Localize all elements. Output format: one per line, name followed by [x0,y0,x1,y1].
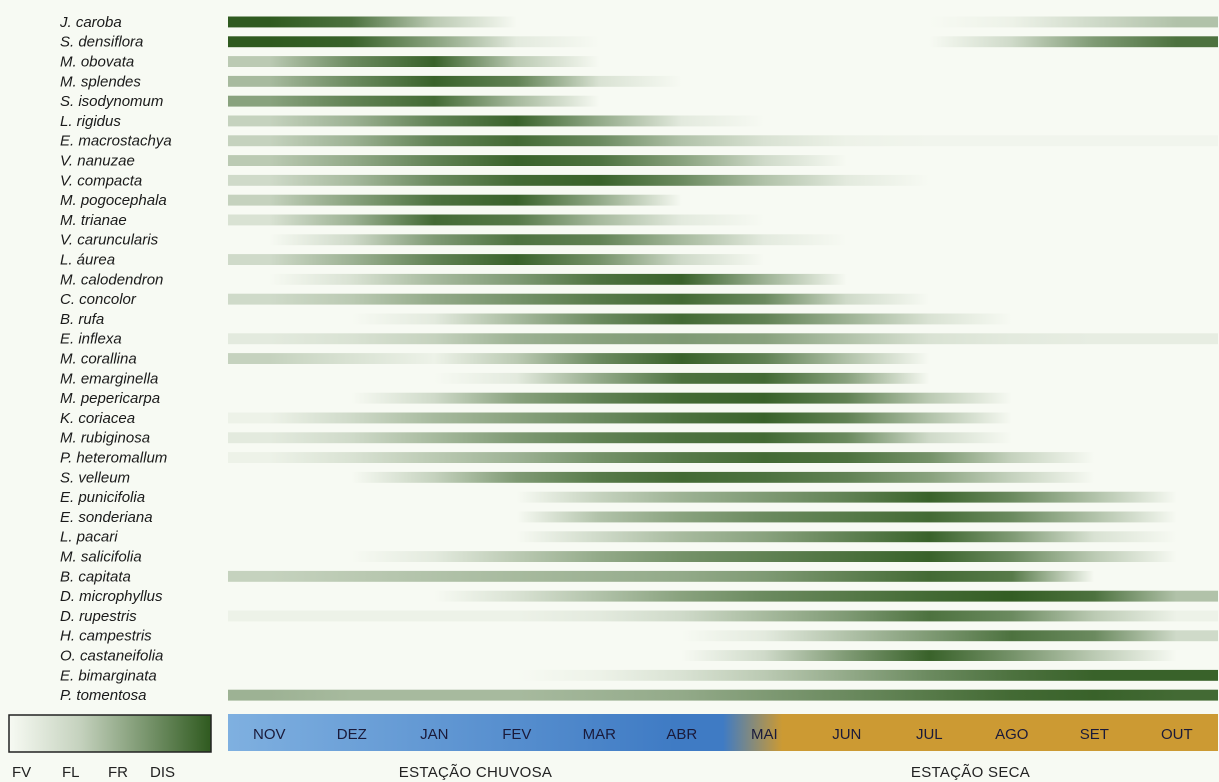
species-label: L. rigidus [60,113,121,130]
species-bar [228,650,1218,661]
species-bar [228,115,1218,127]
species-label: E. inflexa [60,331,122,348]
species-bar [228,155,1218,166]
species-label: D. rupestris [60,608,137,625]
species-bar [228,511,1218,523]
species-rows [228,16,1218,701]
species-bar [228,16,1218,28]
species-bar [228,551,1218,562]
species-label: V. caruncularis [60,232,159,249]
species-bar [228,313,1218,325]
species-label: M. emarginella [60,370,158,387]
species-label: V. nanuzae [60,153,135,170]
species-label: S. velleum [60,469,130,486]
legend-gradient [8,714,212,753]
species-label: M. calodendron [60,271,163,288]
species-bar [228,353,1218,364]
species-bar [228,590,1218,602]
species-label: B. rufa [60,311,104,328]
species-bar [228,214,1218,226]
species-bar [228,432,1218,444]
species-label: M. splendes [60,73,141,90]
species-label: D. microphyllus [60,588,163,605]
species-label: P. tomentosa [60,687,146,704]
species-bar [228,75,1218,87]
month-label: JUN [832,726,861,743]
legend-label: DIS [150,764,175,781]
month-label: FEV [502,726,531,743]
species-bar [228,471,1218,483]
species-label: S. isodynomum [60,93,163,110]
species-label: J. caroba [59,14,122,31]
month-label: AGO [995,726,1028,743]
species-label: B. capitata [60,568,131,585]
species-label: C. concolor [60,291,137,308]
species-labels: J. caroba S. densiflora M. obovata M. splen… [59,14,172,704]
month-label: MAI [751,726,778,743]
species-bar [228,194,1218,206]
species-bar [228,36,1218,48]
species-bar [228,689,1218,701]
month-label: SET [1080,726,1109,743]
species-bar [228,333,1218,345]
species-bar [228,392,1218,404]
species-bar [228,174,1218,186]
month-label: NOV [253,726,286,743]
species-label: M. pogocephala [60,192,167,209]
species-label: H. campestris [60,628,152,645]
season-label: ESTAÇÃO SECA [911,764,1030,781]
species-bar [228,56,1218,67]
species-label: K. coriacea [60,410,135,427]
species-bar [228,610,1218,622]
species-bar [228,669,1218,681]
species-label: M. obovata [60,54,134,71]
species-label: E. sonderiana [60,509,153,526]
species-label: O. castaneifolia [60,648,163,665]
species-label: M. corallina [60,351,137,368]
species-label: V. compacta [60,172,142,189]
species-bar [228,412,1218,424]
species-bar [228,254,1218,265]
species-label: S. densiflora [60,34,143,51]
species-bar [228,372,1218,384]
month-label: ABR [666,726,697,743]
month-axis-bar [228,714,1218,751]
species-bar [228,531,1218,543]
month-label: MAR [583,726,617,743]
month-label: OUT [1161,726,1193,743]
species-bar [228,273,1218,285]
species-label: E. punicifolia [60,489,145,506]
species-label: L. pacari [60,529,118,546]
species-label: M. pepericarpa [60,390,160,407]
species-label: E. macrostachya [60,133,172,150]
species-bar [228,135,1218,147]
species-bar [228,293,1218,305]
species-label: L. áurea [60,252,115,269]
month-label: JAN [420,726,448,743]
species-label: P. heteromallum [60,450,167,467]
legend-label: FL [62,764,80,781]
month-label: JUL [916,726,943,743]
month-label: DEZ [337,726,367,743]
legend-label: FR [108,764,128,781]
species-bar [228,630,1218,642]
species-label: M. salicifolia [60,549,142,566]
month-axis: NOV DEZ JAN FEV MAR ABR MAI JUN JUL AGO SET OUT [228,714,1218,751]
species-bar [228,491,1218,503]
species-label: E. bimarginata [60,667,157,684]
species-label: M. rubiginosa [60,430,150,447]
legend-label: FV [12,764,31,781]
species-bar [228,570,1218,582]
legend: FV FL FR DIS [8,714,212,781]
species-bar [228,95,1218,107]
season-labels: ESTAÇÃO CHUVOSA ESTAÇÃO SECA [399,764,1030,781]
species-label: M. trianae [60,212,127,229]
species-bar [228,452,1218,463]
season-label: ESTAÇÃO CHUVOSA [399,764,552,781]
species-bar [228,234,1218,246]
